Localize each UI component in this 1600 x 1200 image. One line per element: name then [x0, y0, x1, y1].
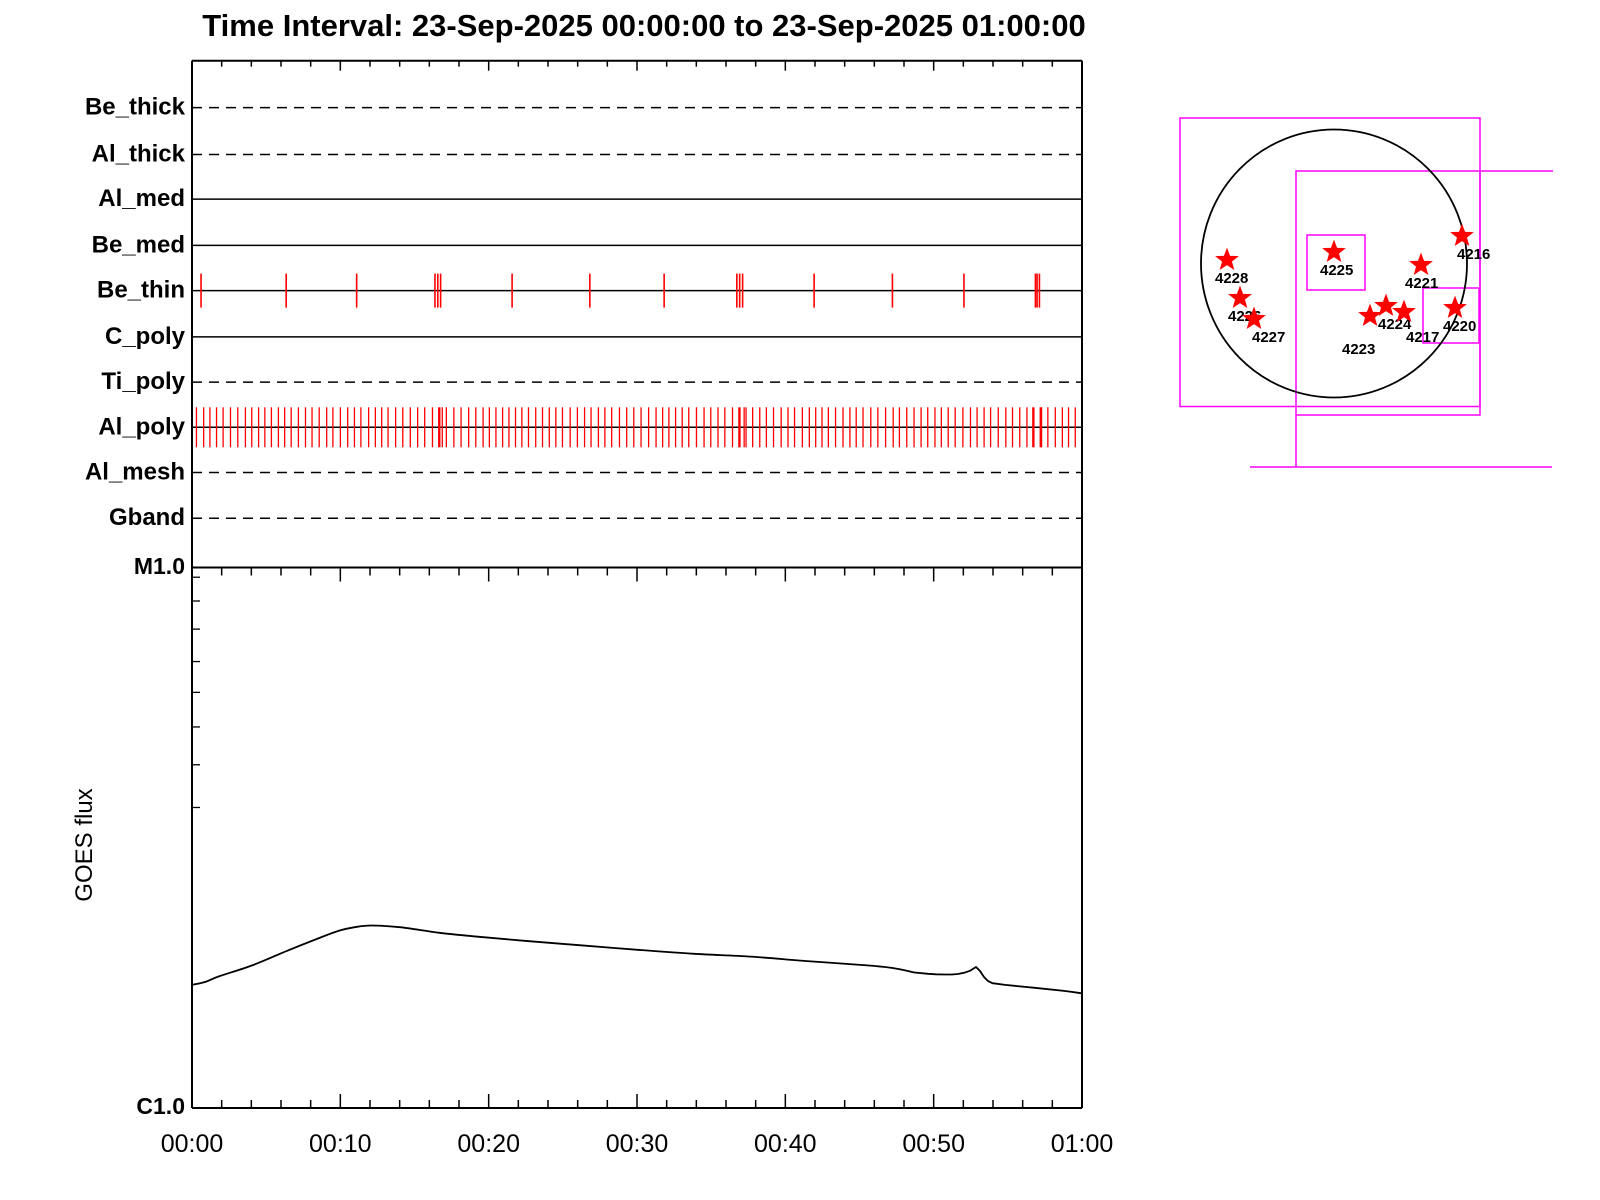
svg-text:C_poly: C_poly	[105, 323, 186, 350]
svg-text:Al_mesh: Al_mesh	[85, 459, 185, 486]
svg-text:4225: 4225	[1320, 262, 1353, 279]
svg-text:Be_thick: Be_thick	[85, 94, 186, 121]
svg-text:C1.0: C1.0	[136, 1093, 185, 1119]
svg-text:Al_thick: Al_thick	[92, 141, 186, 168]
svg-text:Ti_poly: Ti_poly	[101, 368, 185, 395]
svg-text:4227: 4227	[1252, 329, 1285, 346]
svg-text:GOES flux: GOES flux	[71, 788, 98, 901]
svg-text:4221: 4221	[1405, 275, 1438, 292]
svg-text:00:10: 00:10	[309, 1130, 372, 1158]
svg-text:4217: 4217	[1406, 329, 1439, 346]
svg-text:00:20: 00:20	[457, 1130, 520, 1158]
svg-text:Be_thin: Be_thin	[97, 277, 185, 304]
svg-text:Al_poly: Al_poly	[98, 413, 185, 440]
svg-text:00:00: 00:00	[161, 1130, 224, 1158]
svg-text:01:00: 01:00	[1051, 1130, 1114, 1158]
svg-text:Gband: Gband	[109, 504, 185, 531]
svg-text:Al_med: Al_med	[98, 185, 185, 212]
svg-text:00:30: 00:30	[606, 1130, 669, 1158]
svg-text:4220: 4220	[1443, 318, 1476, 335]
svg-text:Be_med: Be_med	[92, 231, 185, 258]
svg-text:M1.0: M1.0	[134, 553, 185, 579]
svg-text:4216: 4216	[1457, 246, 1490, 263]
svg-text:4223: 4223	[1342, 341, 1375, 358]
svg-text:4228: 4228	[1215, 270, 1248, 287]
svg-text:00:50: 00:50	[902, 1130, 965, 1158]
svg-text:00:40: 00:40	[754, 1130, 817, 1158]
